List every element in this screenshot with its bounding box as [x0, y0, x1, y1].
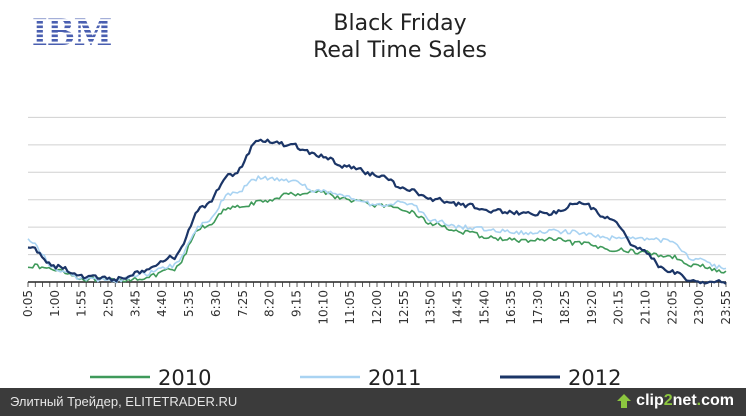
clip2net-brand[interactable]: clip2net.com	[616, 392, 734, 410]
x-tick-label: 7:25	[236, 290, 250, 317]
x-tick-label: 11:05	[343, 290, 357, 325]
x-tick-label: 10:10	[316, 290, 330, 325]
x-tick-label: 5:35	[182, 290, 196, 317]
series-line-2012	[27, 138, 727, 285]
x-tick-label: 23:55	[719, 290, 733, 325]
x-tick-label: 21:10	[638, 290, 652, 325]
legend-label-2012: 2012	[568, 366, 621, 388]
chart-subtitle: Real Time Sales	[313, 38, 487, 63]
brand-post: net	[672, 392, 697, 409]
brand-num: 2	[663, 392, 673, 409]
sales-line-chart: 0:05 1:00 1:55 2:50 3:45 4:40 5:35 6:30 7:25 8:20…	[21, 116, 733, 388]
ibm-logo-text: IBM	[32, 12, 112, 48]
x-tick-label: 8:20	[263, 290, 277, 317]
ibm-logo: IBM	[32, 12, 112, 48]
footer-source-text: Элитный Трейдер, ELITETRADER.RU	[10, 394, 238, 409]
x-tick-label: 2:50	[102, 290, 116, 317]
chart-title-block: Black Friday Real Time Sales	[220, 10, 580, 64]
brand-dot: .	[696, 392, 702, 409]
series-lines	[27, 138, 727, 285]
x-tick-label: 4:40	[155, 290, 169, 317]
x-tick-label: 1:00	[48, 290, 62, 317]
x-tick-label: 18:25	[558, 290, 572, 325]
x-tick-label: 3:45	[128, 290, 142, 317]
x-tick-label: 13:50	[424, 290, 438, 325]
chart-title: Black Friday	[333, 11, 467, 36]
x-tick-label: 16:35	[504, 290, 518, 325]
brand-tld: com	[701, 392, 734, 409]
x-tick-label: 12:00	[370, 290, 384, 325]
x-tick-label: 0:05	[21, 290, 35, 317]
footer-bar: Элитный Трейдер, ELITETRADER.RU clip2net…	[0, 388, 746, 416]
x-tick-label: 1:55	[75, 290, 89, 317]
x-tick-label: 9:15	[289, 290, 303, 317]
x-tick-labels: 0:05 1:00 1:55 2:50 3:45 4:40 5:35 6:30 7:25 8:20…	[21, 290, 733, 325]
gridlines	[28, 116, 726, 256]
series-line-2011	[27, 175, 727, 284]
brand-pre: clip	[636, 392, 664, 409]
legend: 2010 2011 2012	[90, 366, 621, 388]
x-tick-label: 12:55	[397, 290, 411, 325]
x-tick-label: 6:30	[209, 290, 223, 317]
upload-arrow-icon	[617, 393, 632, 408]
x-tick-label: 19:20	[585, 290, 599, 325]
x-tick-label: 15:40	[477, 290, 491, 325]
x-tick-label: 23:00	[692, 290, 706, 325]
x-tick-marks	[27, 282, 727, 287]
x-tick-label: 22:05	[665, 290, 679, 325]
legend-label-2010: 2010	[158, 366, 211, 388]
x-tick-label: 20:15	[612, 290, 626, 325]
x-tick-label: 17:30	[531, 290, 545, 325]
x-tick-label: 14:45	[451, 290, 465, 325]
legend-label-2011: 2011	[368, 366, 421, 388]
